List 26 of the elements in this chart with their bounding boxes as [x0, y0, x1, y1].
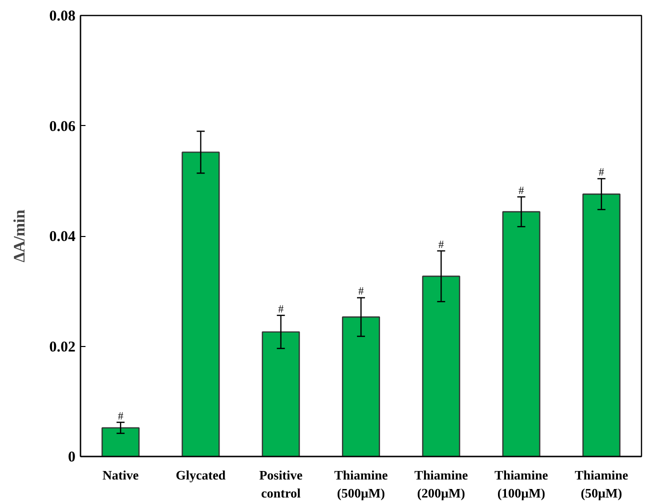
annotation: #	[598, 166, 605, 179]
y-tick-label: 0.04	[49, 229, 76, 245]
bar	[342, 316, 380, 456]
bar	[262, 331, 300, 456]
annotation: #	[358, 286, 364, 298]
bar	[182, 152, 220, 456]
x-tick-label: Glycated	[176, 468, 226, 482]
annotation: #	[278, 303, 284, 316]
x-tick-label: Native	[102, 468, 139, 482]
bar	[582, 194, 620, 456]
y-axis-title: ΔA/min	[11, 210, 28, 262]
y-tick-label: 0.02	[49, 339, 76, 356]
bar	[502, 211, 540, 456]
x-tick-label: Positive control	[259, 468, 303, 500]
annotation: #	[118, 410, 124, 422]
bar	[102, 427, 140, 456]
bar	[422, 276, 460, 456]
y-tick-label: 0.08	[49, 8, 76, 24]
annotation: #	[518, 184, 525, 197]
x-tick-label: Thiamine (50µM)	[574, 468, 628, 500]
y-tick-label: 0	[68, 450, 76, 466]
annotation: #	[438, 238, 444, 251]
x-tick-label: Thiamine (200µM)	[414, 468, 468, 500]
y-tick-label: 0.06	[49, 118, 76, 135]
x-tick-label: Thiamine (100µM)	[494, 468, 548, 500]
x-tick-label: Thiamine (500µM)	[334, 468, 388, 500]
